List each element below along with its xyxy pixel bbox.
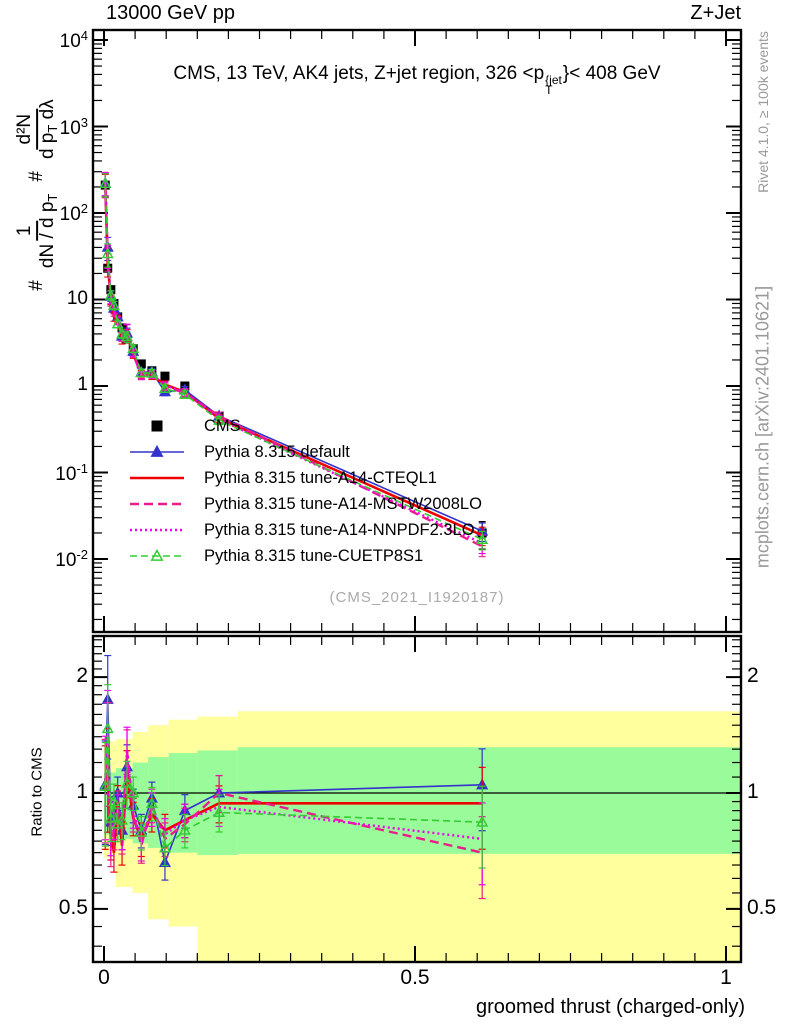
ratio-series: [99, 654, 489, 900]
triangle-marker: [213, 805, 226, 817]
legend-item: Pythia 8.315 tune-A14-CTEQL1: [128, 465, 482, 491]
triangle-marker: [101, 247, 114, 259]
main-y-tick-label: 10-1: [55, 460, 88, 485]
ratio-y-tick-label: 2: [747, 664, 759, 688]
legend-swatch: [130, 528, 184, 532]
triangle-marker: [145, 796, 158, 808]
uncertainty-band-green: [148, 757, 169, 848]
triangle-marker: [127, 342, 140, 354]
legend-swatch: [130, 444, 184, 457]
main-y-tick-label: 10-2: [55, 547, 88, 571]
x-tick-label: 0: [98, 966, 110, 989]
main-y-tick-label: 102: [59, 201, 88, 225]
process-label: Z+Jet: [690, 2, 741, 24]
triangle-marker: [150, 548, 164, 561]
triangle-marker: [104, 811, 117, 823]
ratio-panel-frame: [91, 634, 743, 964]
legend-item: Pythia 8.315 tune-A14-MSTW2008LO: [128, 491, 482, 517]
triangle-marker: [107, 795, 120, 807]
triangle-marker: [107, 298, 120, 310]
legend-swatch: [130, 476, 184, 480]
square-marker: [160, 371, 170, 381]
main-y-tick-label: 10: [66, 287, 88, 309]
triangle-marker: [116, 813, 129, 825]
main-y-tick-label: 1: [77, 374, 88, 395]
triangle-marker: [111, 317, 124, 329]
triangle-marker: [121, 330, 134, 342]
uncertainty-bands: [104, 711, 741, 962]
uncertainty-band-green: [237, 747, 741, 854]
ratio-y-tick-label: 1: [747, 780, 759, 803]
mc-series-ratio: [99, 684, 489, 869]
legend-label: Pythia 8.315 tune-A14-NNPDF2.3LO: [204, 520, 475, 539]
legend-label: Pythia 8.315 default: [204, 442, 350, 461]
triangle-marker: [158, 841, 171, 853]
triangle-marker: [99, 779, 112, 791]
main-series: [99, 171, 489, 558]
mc-line: [104, 183, 483, 541]
legend: CMS Pythia 8.315 default Pythia 8.315 tune…: [128, 413, 482, 569]
main-y-tick-label: 103: [59, 114, 88, 139]
panel-title-sup: {jet: [545, 73, 562, 87]
triangle-marker: [158, 381, 171, 393]
triangle-marker: [101, 722, 114, 734]
legend-label: CMS: [204, 416, 241, 435]
triangle-marker: [104, 288, 117, 300]
legend-swatch: [130, 548, 184, 561]
triangle-marker: [150, 444, 164, 457]
triangle-marker: [145, 366, 158, 378]
legend-item: Pythia 8.315 tune-A14-NNPDF2.3LO: [128, 517, 482, 543]
axis-ticks: [94, 31, 740, 961]
triangle-marker: [178, 823, 191, 835]
ratio-y-tick-label: 0.5: [747, 895, 777, 919]
triangle-marker: [213, 413, 226, 425]
triangle-marker: [127, 786, 140, 798]
main-panel-frame: [91, 28, 743, 634]
panel-title-prefix: CMS, 13 TeV, AK4 jets, Z+jet region, 326…: [173, 63, 545, 84]
x-tick-label: 0.5: [400, 966, 430, 989]
legend-label: Pythia 8.315 tune-CUETP8S1: [204, 546, 424, 565]
triangle-marker: [135, 366, 148, 378]
triangle-marker: [99, 177, 112, 189]
rivet-version-note: Rivet 4.1.0, ≥ 100k events: [755, 31, 771, 193]
main-y-tick-label: 104: [59, 28, 88, 52]
panel-title-sub: T: [545, 83, 553, 97]
legend-item: CMS: [128, 413, 482, 439]
triangle-marker: [135, 825, 148, 837]
panel-title: CMS, 13 TeV, AK4 jets, Z+jet region, 326…: [93, 63, 741, 97]
legend-item: Pythia 8.315 tune-CUETP8S1: [128, 543, 482, 569]
mcplots-note: mcplots.cern.ch [arXiv:2401.10621]: [752, 285, 773, 569]
hash-symbol: #: [26, 171, 47, 182]
legend-swatch: [130, 502, 184, 506]
triangle-marker: [178, 387, 191, 399]
legend-item: Pythia 8.315 default: [128, 439, 482, 465]
panel-title-supsub: {jet T: [545, 73, 562, 97]
legend-label: Pythia 8.315 tune-A14-MSTW2008LO: [204, 494, 482, 513]
uncertainty-band-green: [168, 753, 198, 853]
x-axis-title: groomed thrust (charged-only): [475, 996, 745, 1018]
triangle-marker: [121, 776, 134, 788]
square-marker: [151, 420, 163, 432]
x-tick-label: 1: [720, 966, 732, 989]
ratio-y-tick-label: 1: [76, 780, 88, 803]
ratio-y-tick-label: 2: [76, 664, 88, 688]
triangle-marker: [476, 815, 489, 827]
beam-energy-label: 13000 GeV pp: [106, 2, 235, 24]
mc-series-main: [99, 173, 489, 551]
legend-swatch: [151, 420, 163, 432]
watermark: (CMS_2021_I1920187): [329, 589, 505, 606]
square-marker: [136, 359, 146, 369]
ratio-y-tick-label: 0.5: [58, 895, 88, 919]
triangle-marker: [476, 532, 489, 545]
legend-label: Pythia 8.315 tune-A14-CTEQL1: [204, 468, 437, 487]
panel-title-suffix: }< 408 GeV: [562, 63, 661, 84]
triangle-marker: [116, 327, 129, 339]
